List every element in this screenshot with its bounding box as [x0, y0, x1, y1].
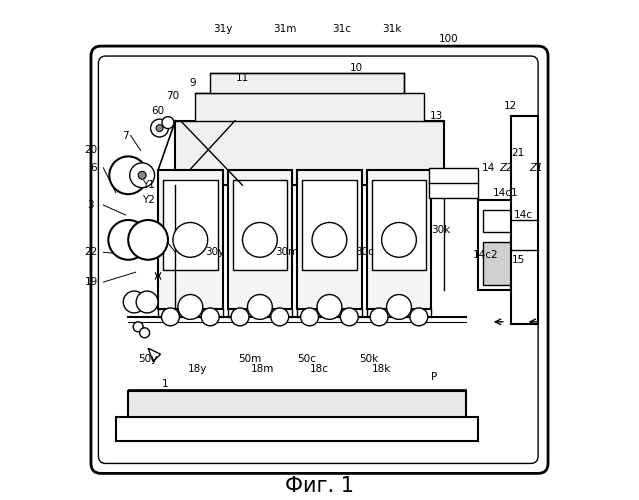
- Circle shape: [109, 220, 148, 260]
- Circle shape: [151, 119, 169, 137]
- Circle shape: [133, 322, 143, 332]
- Circle shape: [312, 222, 347, 258]
- Circle shape: [173, 222, 208, 258]
- Text: Фиг. 1: Фиг. 1: [285, 476, 354, 496]
- Text: 6: 6: [90, 163, 96, 173]
- Circle shape: [271, 308, 289, 326]
- Text: 1: 1: [162, 379, 169, 389]
- Text: 7: 7: [123, 130, 129, 140]
- Circle shape: [140, 328, 150, 338]
- Text: 70: 70: [166, 91, 180, 101]
- Circle shape: [128, 220, 168, 260]
- Text: 11: 11: [236, 74, 249, 84]
- Text: 50y: 50y: [139, 354, 158, 364]
- Bar: [484, 242, 511, 284]
- Bar: [511, 116, 538, 324]
- Text: 50c: 50c: [298, 354, 316, 364]
- Circle shape: [341, 308, 358, 326]
- Bar: [367, 170, 431, 310]
- Text: 14c2: 14c2: [473, 250, 499, 260]
- Text: 50m: 50m: [238, 354, 261, 364]
- Circle shape: [370, 308, 388, 326]
- Text: Z1: Z1: [528, 163, 543, 173]
- Circle shape: [387, 294, 412, 320]
- Text: 18c: 18c: [310, 364, 329, 374]
- Text: P: P: [431, 372, 437, 382]
- Text: 22: 22: [84, 248, 98, 258]
- Circle shape: [109, 156, 147, 194]
- Text: 18m: 18m: [250, 364, 274, 374]
- Text: 50k: 50k: [360, 354, 379, 364]
- Text: 20: 20: [84, 146, 98, 156]
- Text: 9: 9: [190, 78, 196, 88]
- Text: 18y: 18y: [188, 364, 208, 374]
- Circle shape: [317, 294, 342, 320]
- Circle shape: [242, 222, 277, 258]
- Circle shape: [300, 308, 318, 326]
- Bar: [128, 389, 466, 392]
- Text: 31m: 31m: [273, 24, 296, 34]
- Bar: [233, 180, 287, 270]
- Circle shape: [247, 294, 272, 320]
- Text: 31k: 31k: [382, 24, 401, 34]
- Text: 31y: 31y: [213, 24, 233, 34]
- Text: 12: 12: [504, 100, 518, 110]
- Circle shape: [130, 163, 155, 188]
- Circle shape: [138, 172, 146, 179]
- Text: Y2: Y2: [142, 195, 155, 205]
- Circle shape: [178, 294, 203, 320]
- Circle shape: [201, 308, 219, 326]
- Text: 100: 100: [439, 34, 459, 43]
- Circle shape: [156, 124, 163, 132]
- Bar: [484, 210, 511, 233]
- Text: Y1: Y1: [142, 180, 155, 190]
- Text: 14: 14: [482, 163, 495, 173]
- Circle shape: [381, 222, 417, 258]
- Circle shape: [231, 308, 249, 326]
- Text: 30y: 30y: [206, 248, 225, 258]
- Text: Z2: Z2: [499, 163, 512, 173]
- Bar: [302, 180, 357, 270]
- Circle shape: [123, 291, 145, 313]
- Text: 19: 19: [84, 277, 98, 287]
- Text: 3: 3: [88, 200, 95, 210]
- FancyBboxPatch shape: [91, 46, 548, 474]
- Text: 60: 60: [151, 106, 165, 116]
- Text: 10: 10: [350, 64, 364, 74]
- Circle shape: [162, 308, 180, 326]
- Text: 14c: 14c: [514, 210, 533, 220]
- Text: 13: 13: [429, 110, 443, 120]
- Circle shape: [162, 116, 174, 128]
- Bar: [479, 200, 518, 290]
- Bar: [210, 74, 404, 94]
- Text: 21: 21: [512, 148, 525, 158]
- Text: 15: 15: [512, 254, 525, 264]
- Bar: [372, 180, 426, 270]
- Bar: [128, 392, 466, 418]
- Polygon shape: [148, 348, 160, 362]
- Text: 30c: 30c: [355, 248, 374, 258]
- Text: 30m: 30m: [275, 248, 299, 258]
- Bar: [163, 180, 218, 270]
- Text: 18k: 18k: [372, 364, 391, 374]
- Bar: [429, 168, 479, 198]
- Bar: [158, 170, 222, 310]
- Circle shape: [136, 291, 158, 313]
- Text: 14c1: 14c1: [493, 188, 519, 198]
- Bar: [227, 170, 292, 310]
- Bar: [176, 120, 443, 185]
- Bar: [196, 94, 424, 120]
- Text: 30k: 30k: [431, 225, 451, 235]
- Bar: [116, 418, 479, 441]
- Text: 31c: 31c: [332, 24, 351, 34]
- Circle shape: [410, 308, 428, 326]
- Bar: [297, 170, 362, 310]
